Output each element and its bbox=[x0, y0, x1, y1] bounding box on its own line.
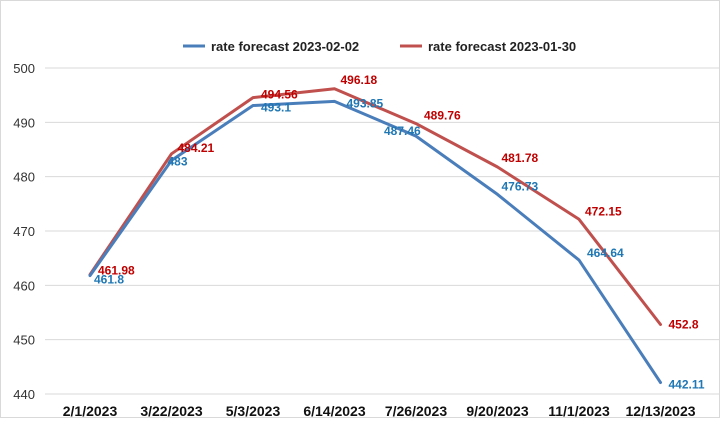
series-line-2 bbox=[88, 87, 662, 326]
data-label-s2-p2: 484.21 bbox=[178, 141, 215, 155]
data-label-s2-p4: 496.18 bbox=[341, 73, 378, 87]
x-tick-label-7: 11/1/2023 bbox=[548, 403, 610, 418]
data-label-s1-p7: 464.64 bbox=[587, 246, 624, 260]
data-label-s1-p8: 442.11 bbox=[669, 378, 705, 392]
data-label-s1-p5: 487.46 bbox=[384, 124, 421, 138]
legend-label-1: rate forecast 2023-02-02 bbox=[211, 39, 359, 54]
data-label-s2-p5: 489.76 bbox=[424, 109, 461, 123]
y-tick-label-450: 450 bbox=[13, 333, 35, 348]
data-label-s1-p4: 493.85 bbox=[347, 96, 384, 110]
x-tick-label-4: 6/14/2023 bbox=[303, 403, 365, 418]
x-tick-label-2: 3/22/2023 bbox=[140, 403, 202, 418]
y-tick-label-460: 460 bbox=[13, 278, 35, 293]
data-label-s2-p6: 481.78 bbox=[502, 151, 539, 165]
x-tick-label-6: 9/20/2023 bbox=[466, 403, 528, 418]
y-tick-label-440: 440 bbox=[13, 387, 35, 402]
y-tick-label-490: 490 bbox=[13, 115, 35, 130]
data-label-s2-p8: 452.8 bbox=[669, 317, 699, 331]
x-tick-label-1: 2/1/2023 bbox=[63, 403, 118, 418]
series-line-1 bbox=[88, 99, 662, 384]
legend-label-2: rate forecast 2023-01-30 bbox=[428, 39, 576, 54]
data-label-s2-p1: 461.98 bbox=[98, 264, 135, 278]
data-labels: 461.98 484.21 494.56 496.18 489.76 481.78 472.… bbox=[94, 73, 705, 392]
x-tick-label-5: 7/26/2023 bbox=[385, 403, 447, 418]
data-label-s2-p7: 472.15 bbox=[585, 204, 622, 218]
y-tick-label-470: 470 bbox=[13, 224, 35, 239]
x-axis-ticks: 2/1/2023 3/22/2023 5/3/2023 6/14/2023 7/26/2… bbox=[63, 403, 696, 419]
legend: rate forecast 2023-02-02 rate forecast 20… bbox=[183, 39, 576, 54]
y-tick-label-480: 480 bbox=[13, 170, 35, 185]
x-tick-label-8: 12/13/2023 bbox=[625, 403, 695, 418]
y-tick-label-500: 500 bbox=[13, 61, 35, 76]
data-label-s1-p6: 476.73 bbox=[502, 179, 539, 193]
data-label-s2-p3: 494.56 bbox=[261, 88, 298, 102]
x-tick-label-3: 5/3/2023 bbox=[226, 403, 281, 418]
series-lines bbox=[88, 87, 662, 384]
data-label-s1-p3: 493.1 bbox=[261, 100, 291, 114]
data-label-s1-p2: 483 bbox=[168, 154, 188, 168]
y-axis-ticks: 440 450 460 470 480 490 500 bbox=[13, 61, 35, 402]
data-label-s1-p1: 461.8 bbox=[94, 273, 124, 287]
